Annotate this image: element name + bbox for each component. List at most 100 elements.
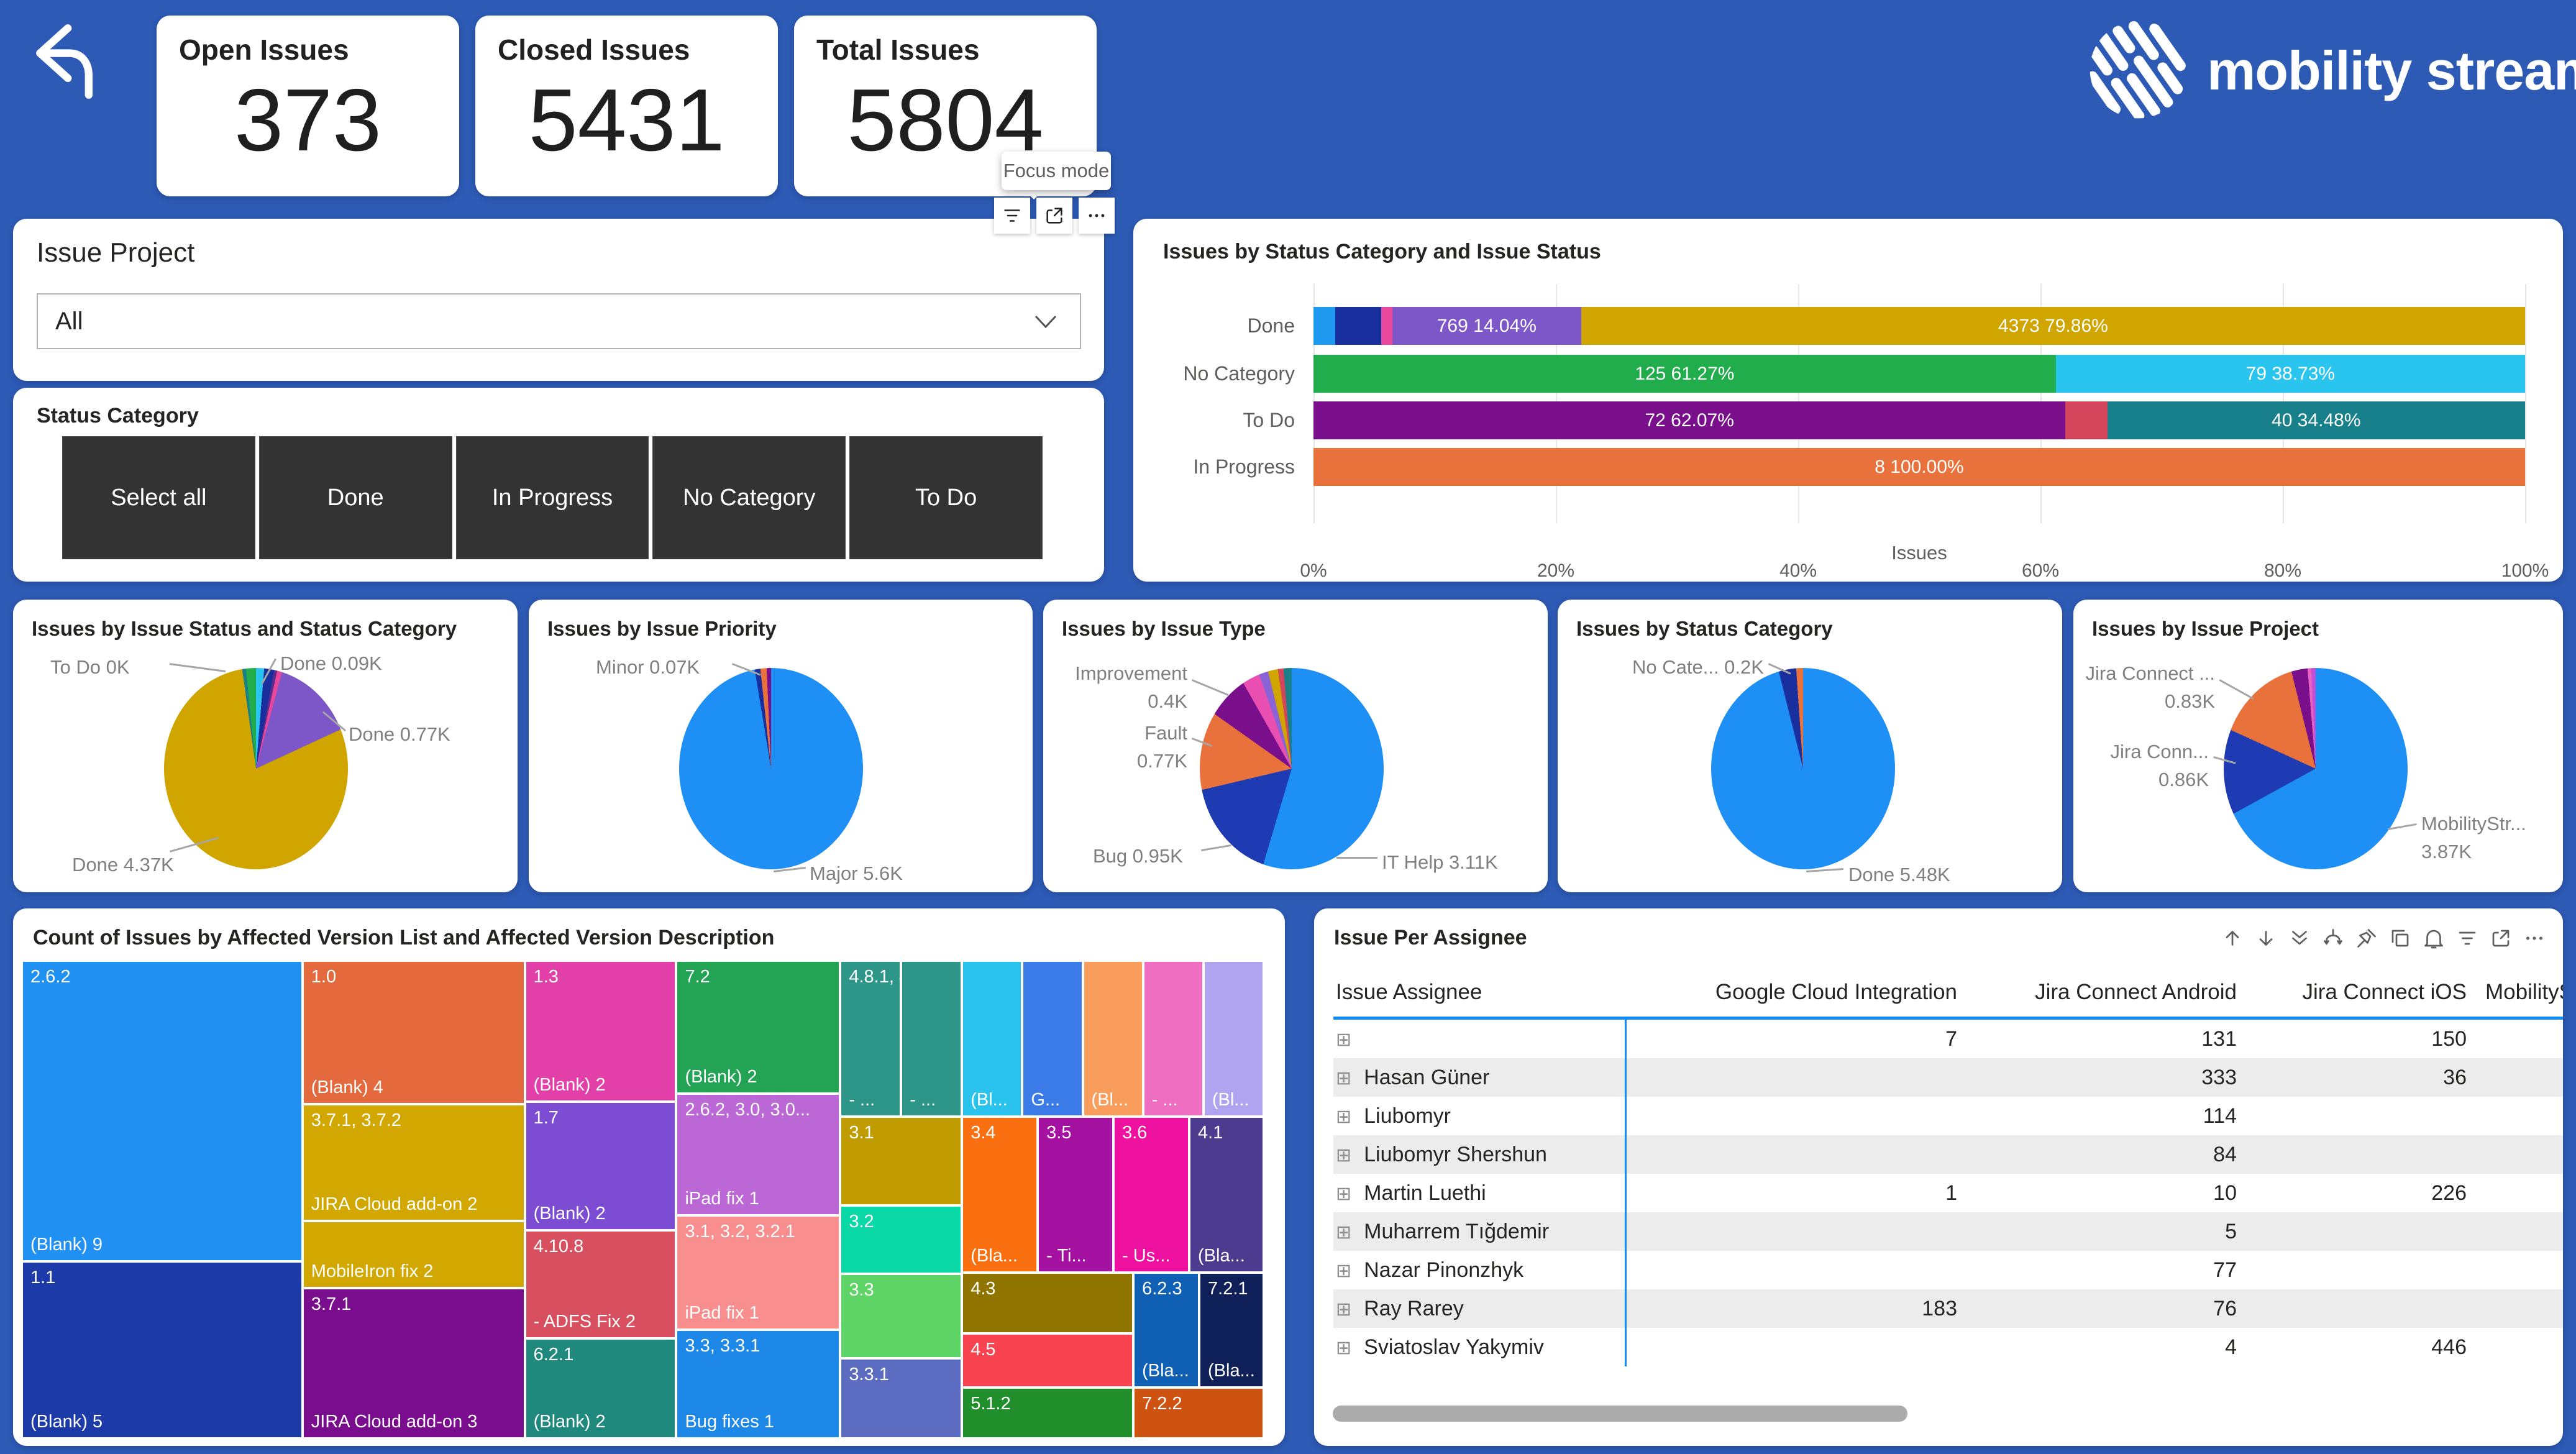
treemap-block[interactable]: 7.2.2 (1135, 1388, 1263, 1437)
back-arrow-icon[interactable] (26, 22, 96, 104)
treemap-block[interactable]: 4.8.1, 4.9 - ... (841, 962, 900, 1115)
status-category-title: Status Category (37, 404, 199, 428)
bar-segment[interactable]: 8 100.00% (1313, 448, 2525, 486)
treemap-block[interactable]: MobileIron fix 2 (303, 1222, 524, 1287)
status-button-in-progress[interactable]: In Progress (455, 436, 649, 559)
table-row[interactable]: ⊞ Hasan Güner 333 36 (1333, 1058, 2563, 1097)
filter-icon[interactable] (994, 198, 1030, 234)
treemap-block[interactable]: 3.4 (Bla... (963, 1117, 1037, 1272)
bar-segment[interactable]: 79 38.73% (2055, 355, 2525, 393)
treemap-block[interactable]: 5.1.2 (963, 1388, 1133, 1437)
expand-row-icon[interactable]: ⊞ (1336, 1106, 1352, 1127)
bar-segment[interactable] (2065, 401, 2108, 439)
bar-segment[interactable]: 72 62.07% (1313, 401, 2066, 439)
treemap-block[interactable]: (Bl... (1204, 962, 1263, 1115)
expand-row-icon[interactable]: ⊞ (1336, 1145, 1352, 1166)
arrow-down-icon[interactable] (2255, 927, 2277, 949)
treemap-block[interactable]: 7.2 (Blank) 2 (677, 962, 839, 1092)
status-button-select-all[interactable]: Select all (62, 436, 255, 559)
treemap-block[interactable]: 2.6.2, 3.0, 3.0... iPad fix 1 (677, 1094, 839, 1214)
arrow-up-icon[interactable] (2221, 927, 2244, 949)
treemap-block[interactable]: - ... (1144, 962, 1202, 1115)
treemap-block[interactable]: 3.3 (841, 1274, 961, 1357)
treemap-block[interactable]: 3.1 (841, 1117, 961, 1204)
treemap-block[interactable]: 3.7.1 JIRA Cloud add-on 3 (303, 1289, 524, 1437)
bar-segment[interactable]: 125 61.27% (1313, 355, 2056, 393)
table-column-header[interactable]: Google Cloud Integration (1625, 968, 1961, 1020)
treemap-block[interactable]: 3.7.1, 3.7.2 JIRA Cloud add-on 2 (303, 1105, 524, 1220)
status-button-to-do[interactable]: To Do (849, 436, 1043, 559)
treemap-block-description: JIRA Cloud add-on 3 (311, 1411, 478, 1432)
expand-row-icon[interactable]: ⊞ (1336, 1029, 1352, 1050)
more-options-icon[interactable] (1079, 198, 1115, 234)
filter-icon[interactable] (2456, 927, 2478, 949)
expand-row-icon[interactable]: ⊞ (1336, 1337, 1352, 1358)
treemap-block[interactable]: 1.7 (Blank) 2 (526, 1102, 675, 1230)
treemap-block[interactable]: - ... (902, 962, 961, 1115)
bar-segment[interactable]: 4373 79.86% (1581, 307, 2525, 345)
bell-icon[interactable] (2423, 927, 2445, 949)
hierarchy-icon[interactable] (2322, 927, 2344, 949)
treemap-block[interactable]: 1.3 (Blank) 2 (526, 962, 675, 1100)
bar-segment[interactable] (1313, 307, 1336, 345)
table-row[interactable]: ⊞ 7 131 150 (1333, 1018, 2563, 1058)
pie-chart[interactable] (679, 668, 863, 869)
treemap-block[interactable]: 3.1, 3.2, 3.2.1 iPad fix 1 (677, 1216, 839, 1329)
pie-chart[interactable] (164, 668, 348, 869)
treemap-block[interactable]: 4.5 (963, 1334, 1133, 1386)
table-row[interactable]: ⊞ Liubomyr 114 (1333, 1097, 2563, 1135)
table-row[interactable]: ⊞ Martin Luethi 1 10 226 (1333, 1174, 2563, 1212)
table-horizontal-scrollbar[interactable] (1333, 1406, 1907, 1422)
table-column-header[interactable]: Issue Assignee (1333, 968, 1625, 1020)
table-column-header[interactable]: MobilitySt (2470, 968, 2563, 1020)
more-options-icon[interactable] (2523, 927, 2546, 949)
treemap-block[interactable]: 6.2.1 (Blank) 2 (526, 1339, 675, 1437)
expand-row-icon[interactable]: ⊞ (1336, 1068, 1352, 1089)
treemap-block[interactable]: 4.3 (963, 1274, 1133, 1332)
treemap-block[interactable]: 7.2.1 (Bla... (1200, 1274, 1263, 1386)
treemap-block[interactable]: 3.2 (841, 1206, 961, 1273)
treemap-block[interactable]: 3.6 - Us... (1115, 1117, 1189, 1272)
bar-segment[interactable]: 40 34.48% (2107, 401, 2525, 439)
expand-row-icon[interactable]: ⊞ (1336, 1299, 1352, 1320)
status-button-done[interactable]: Done (258, 436, 452, 559)
expand-row-icon[interactable]: ⊞ (1336, 1183, 1352, 1204)
treemap-block[interactable]: (Bl... (1084, 962, 1142, 1115)
pie-chart[interactable] (2224, 668, 2408, 869)
treemap-block[interactable]: 1.1 (Blank) 5 (23, 1263, 301, 1437)
treemap-block[interactable]: 1.0 (Blank) 4 (303, 962, 524, 1103)
pie-callout-line (1336, 857, 1377, 859)
treemap-block[interactable]: 3.3.1 (841, 1359, 961, 1437)
table-row[interactable]: ⊞ Nazar Pinonzhyk 77 (1333, 1251, 2563, 1289)
pie-chart[interactable] (1200, 668, 1384, 869)
focus-mode-icon[interactable] (1036, 198, 1072, 234)
treemap-block[interactable]: G... (1023, 962, 1082, 1115)
issue-project-card: Issue Project All (13, 219, 1104, 381)
table-column-header[interactable]: Jira Connect iOS (2240, 968, 2470, 1020)
focus-mode-icon[interactable] (2490, 927, 2512, 949)
table-row[interactable]: ⊞ Muharrem Tığdemir 5 (1333, 1212, 2563, 1251)
pie-chart[interactable] (1711, 668, 1895, 869)
expand-row-icon[interactable]: ⊞ (1336, 1260, 1352, 1281)
treemap-block[interactable]: 2.6.2 (Blank) 9 (23, 962, 301, 1261)
issue-project-dropdown[interactable]: All (37, 293, 1081, 349)
treemap-block[interactable]: 6.2.3 (Bla... (1135, 1274, 1199, 1386)
treemap-block[interactable]: 3.5 - Ti... (1039, 1117, 1113, 1272)
treemap-block[interactable]: 3.3, 3.3.1 Bug fixes 1 (677, 1331, 839, 1437)
table-row[interactable]: ⊞ Sviatoslav Yakymiv 4 446 (1333, 1328, 2563, 1366)
table-column-header[interactable]: Jira Connect Android (1961, 968, 2240, 1020)
bar-segment[interactable]: 769 14.04% (1392, 307, 1581, 345)
bar-segment[interactable] (1381, 307, 1392, 345)
expand-row-icon[interactable]: ⊞ (1336, 1222, 1352, 1243)
table-row[interactable]: ⊞ Liubomyr Shershun 84 (1333, 1135, 2563, 1174)
treemap-block[interactable]: 4.10.8 - ADFS Fix 2 (526, 1232, 675, 1337)
bar-segment[interactable] (1335, 307, 1382, 345)
status-button-no-category[interactable]: No Category (652, 436, 846, 559)
treemap-block[interactable]: (Bl... (963, 962, 1021, 1115)
pin-icon[interactable] (2355, 927, 2378, 949)
treemap-block[interactable]: 4.1 (Bla... (1190, 1117, 1263, 1272)
double-arrow-down-icon[interactable] (2288, 927, 2311, 949)
copy-icon[interactable] (2389, 927, 2411, 949)
table-row[interactable]: ⊞ Ray Rarey 183 76 (1333, 1289, 2563, 1328)
treemap-block-description: (Bl... (1212, 1089, 1249, 1110)
